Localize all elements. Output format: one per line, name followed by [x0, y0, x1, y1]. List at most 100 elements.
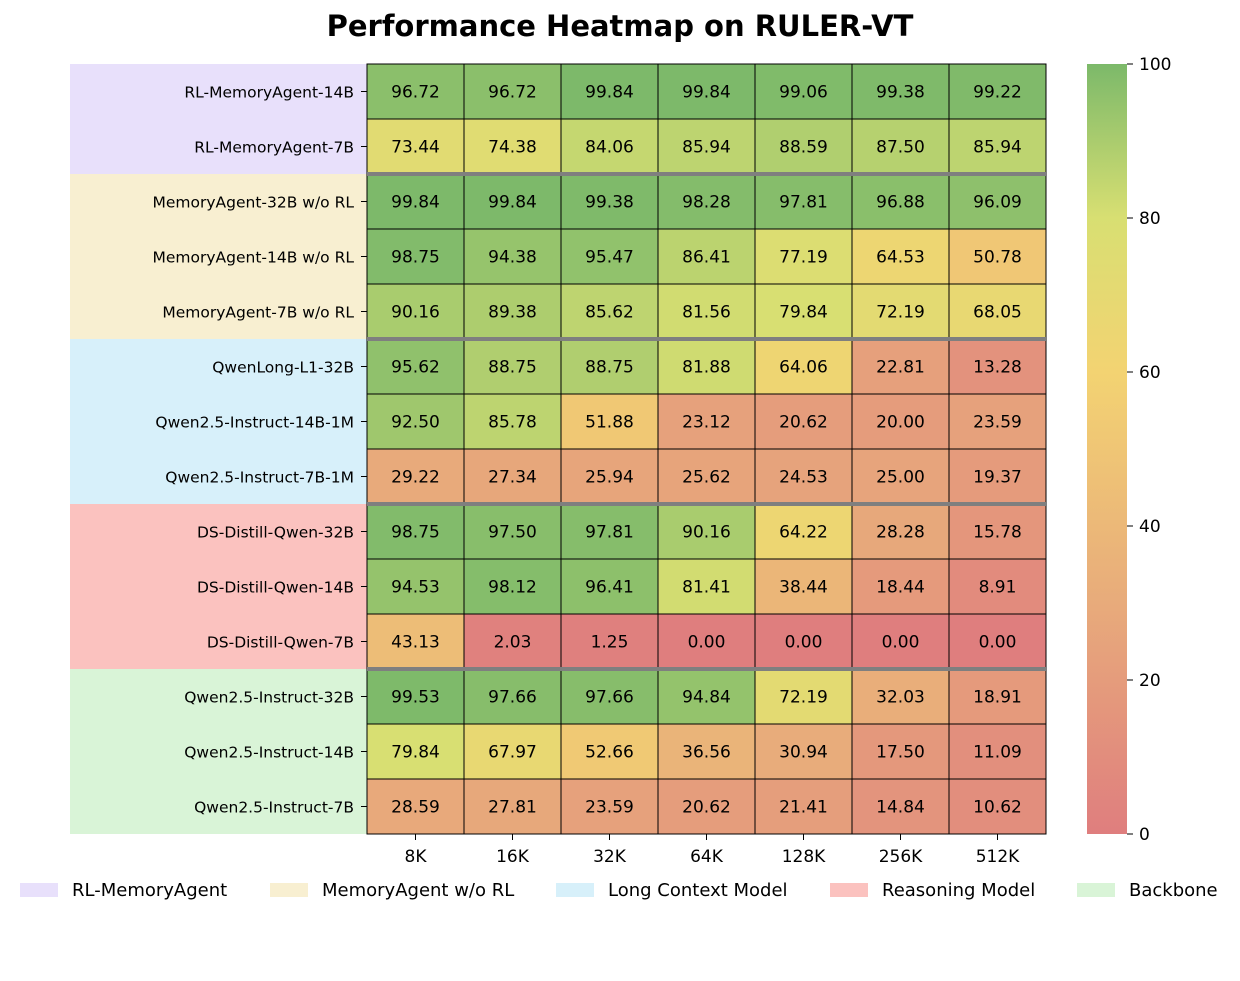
- row-label: DS-Distill-Qwen-14B: [197, 579, 354, 597]
- cell-value-label: 64.53: [876, 248, 925, 268]
- cell-value-label: 96.41: [585, 578, 634, 598]
- cell-value-label: 87.50: [876, 138, 925, 158]
- colorbar-tick-label: 20: [1139, 671, 1161, 691]
- heatmap-cell: [366, 778, 465, 835]
- heatmap-cell: [851, 338, 950, 395]
- row-label: Qwen2.5-Instruct-7B: [194, 799, 354, 817]
- legend-label: Reasoning Model: [882, 879, 1036, 901]
- legend-swatch: [270, 883, 308, 897]
- heatmap-cell: [657, 283, 756, 340]
- cell-value-label: 72.19: [779, 688, 828, 708]
- heatmap-cell: [463, 63, 562, 120]
- row-label: MemoryAgent-32B w/o RL: [152, 194, 354, 212]
- cell-value-label: 94.84: [682, 688, 731, 708]
- cell-value-label: 50.78: [973, 248, 1022, 268]
- cell-value-label: 38.44: [779, 578, 828, 598]
- cell-value-label: 99.06: [779, 83, 828, 103]
- row-label: Qwen2.5-Instruct-32B: [184, 689, 354, 707]
- cell-value-label: 97.66: [585, 688, 634, 708]
- cell-value-label: 86.41: [682, 248, 731, 268]
- legend-item: Long Context Model: [556, 876, 788, 904]
- cell-value-label: 68.05: [973, 303, 1022, 323]
- heatmap-cell: [560, 393, 659, 450]
- cell-value-label: 96.88: [876, 193, 925, 213]
- legend-swatch: [1077, 883, 1115, 897]
- heatmap-cell: [948, 338, 1047, 395]
- heatmap-cell: [463, 283, 562, 340]
- cell-value-label: 98.75: [391, 248, 440, 268]
- cell-value-label: 77.19: [779, 248, 828, 268]
- group-band: [70, 669, 367, 834]
- row-label: Qwen2.5-Instruct-7B-1M: [165, 469, 354, 487]
- cell-value-label: 74.38: [488, 138, 537, 158]
- cell-value-label: 8.91: [979, 578, 1017, 598]
- cell-value-label: 10.62: [973, 798, 1022, 818]
- colorbar-tick-label: 100: [1139, 55, 1171, 75]
- heatmap-cell: [851, 228, 950, 285]
- row-labels: RL-MemoryAgent-14B RL-MemoryAgent-7B Memor…: [152, 84, 367, 817]
- cell-value-label: 30.94: [779, 743, 828, 763]
- cell-value-label: 95.62: [391, 358, 440, 378]
- heatmap-cell: [851, 613, 950, 670]
- heatmap-cell: [657, 668, 756, 725]
- cell-value-label: 99.84: [488, 193, 537, 213]
- heatmap-cell: [463, 173, 562, 230]
- heatmap-cell: [754, 283, 853, 340]
- cell-value-label: 94.38: [488, 248, 537, 268]
- heatmap-cell: [657, 393, 756, 450]
- cell-value-label: 92.50: [391, 413, 440, 433]
- colorbar-tick-label: 0: [1139, 825, 1150, 845]
- cell-value-label: 97.81: [779, 193, 828, 213]
- colorbar: 0 20 40 60 80 100: [1087, 55, 1171, 845]
- heatmap-cell: [657, 613, 756, 670]
- cell-value-label: 11.09: [973, 743, 1022, 763]
- heatmap-cell: [463, 613, 562, 670]
- cell-value-label: 79.84: [779, 303, 828, 323]
- cell-value-label: 27.34: [488, 468, 537, 488]
- cell-value-label: 81.56: [682, 303, 731, 323]
- legend-label: Backbone: [1129, 879, 1218, 901]
- cell-value-label: 23.12: [682, 413, 731, 433]
- group-band: [70, 64, 367, 174]
- cell-value-label: 89.38: [488, 303, 537, 323]
- cell-value-label: 64.22: [779, 523, 828, 543]
- cell-value-label: 99.38: [876, 83, 925, 103]
- cell-value-label: 15.78: [973, 523, 1022, 543]
- heatmap-cell: [463, 118, 562, 175]
- cell-value-label: 88.75: [488, 358, 537, 378]
- cell-value-label: 98.28: [682, 193, 731, 213]
- heatmap-cell: [560, 723, 659, 780]
- heatmap-cell: [560, 558, 659, 615]
- cell-value-label: 14.84: [876, 798, 925, 818]
- cell-value-label: 95.47: [585, 248, 634, 268]
- cell-value-label: 99.53: [391, 688, 440, 708]
- heatmap-cell: [366, 228, 465, 285]
- chart-title: Performance Heatmap on RULER-VT: [327, 9, 914, 43]
- heatmap-cell: [560, 613, 659, 670]
- cell-value-label: 98.12: [488, 578, 537, 598]
- heatmap-cell: [560, 338, 659, 395]
- legend-swatch: [830, 883, 868, 897]
- cell-value-label: 18.44: [876, 578, 925, 598]
- column-label: 128K: [782, 847, 826, 867]
- heatmap-cell: [948, 723, 1047, 780]
- cell-value-label: 28.28: [876, 523, 925, 543]
- legend-swatch: [556, 883, 594, 897]
- heatmap-cell: [463, 778, 562, 835]
- cell-value-label: 85.94: [973, 138, 1022, 158]
- cell-value-label: 36.56: [682, 743, 731, 763]
- cell-value-label: 20.62: [682, 798, 731, 818]
- cell-value-label: 25.62: [682, 468, 731, 488]
- row-label: RL-MemoryAgent-14B: [184, 84, 354, 102]
- cell-value-label: 17.50: [876, 743, 925, 763]
- cell-value-label: 25.94: [585, 468, 634, 488]
- group-bands: [70, 64, 367, 834]
- cell-value-label: 64.06: [779, 358, 828, 378]
- cell-value-label: 97.50: [488, 523, 537, 543]
- cell-value-label: 28.59: [391, 798, 440, 818]
- heatmap-cell: [754, 118, 853, 175]
- cell-value-label: 97.66: [488, 688, 537, 708]
- cell-value-label: 22.81: [876, 358, 925, 378]
- cell-value-label: 51.88: [585, 413, 634, 433]
- heatmap-cell: [463, 503, 562, 560]
